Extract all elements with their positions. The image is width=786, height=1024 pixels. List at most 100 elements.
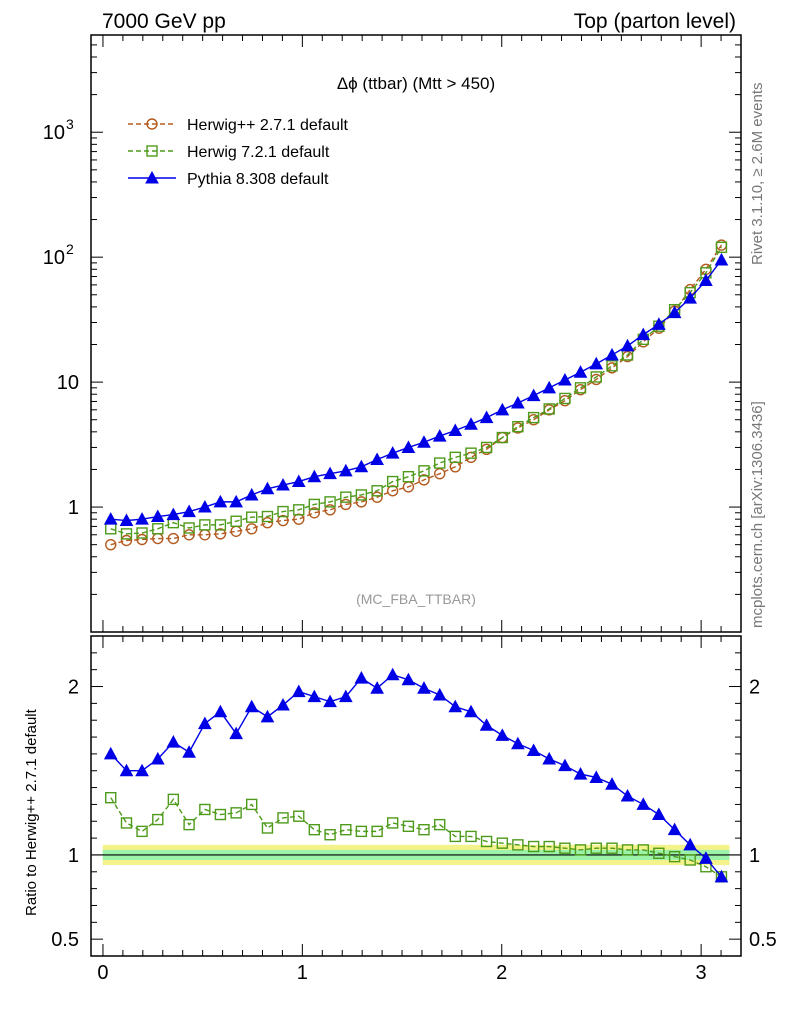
data-point xyxy=(308,507,321,519)
data-point xyxy=(291,684,306,698)
data-point xyxy=(261,510,274,523)
data-point xyxy=(620,338,635,352)
data-point xyxy=(150,509,165,523)
data-point xyxy=(246,523,258,535)
data-point xyxy=(479,718,494,731)
data-point xyxy=(542,751,557,765)
data-point xyxy=(558,372,572,386)
series-line xyxy=(110,673,722,878)
data-point xyxy=(150,751,165,765)
series-line xyxy=(110,246,723,535)
data-point xyxy=(371,491,383,503)
data-point xyxy=(324,496,336,508)
data-point xyxy=(276,698,290,711)
data-point xyxy=(246,511,258,523)
data-point xyxy=(230,515,242,527)
data-point xyxy=(606,360,618,372)
data-point xyxy=(166,507,181,521)
data-point xyxy=(573,767,588,780)
data-point xyxy=(261,516,274,529)
data-point xyxy=(370,681,384,694)
x-tick-label: 0 xyxy=(97,962,108,984)
data-point xyxy=(119,763,134,777)
data-point xyxy=(183,522,195,534)
header-left-label: 7000 GeV pp xyxy=(102,10,226,33)
data-point xyxy=(402,820,415,833)
data-point xyxy=(512,839,524,851)
data-point xyxy=(354,671,369,684)
data-point xyxy=(340,498,352,511)
data-point xyxy=(512,420,524,433)
data-point xyxy=(574,844,587,856)
y-tick-exponent: 3 xyxy=(66,116,74,132)
legend-marker xyxy=(145,170,159,184)
y-tick-label-right: 2 xyxy=(749,677,760,699)
data-point xyxy=(495,402,510,416)
data-point xyxy=(653,847,665,859)
data-point xyxy=(559,842,571,854)
data-point xyxy=(652,807,666,821)
data-point xyxy=(340,491,352,503)
data-point xyxy=(244,487,259,501)
data-point xyxy=(167,532,180,545)
data-point xyxy=(166,735,181,748)
y-tick-label: 0.5 xyxy=(51,929,79,951)
mcplots-side-label: mcplots.cern.ch [arXiv:1306.3436] xyxy=(749,401,766,628)
data-point xyxy=(246,798,258,811)
data-point xyxy=(323,466,337,480)
x-tick-label: 2 xyxy=(496,962,507,984)
main-frame xyxy=(90,34,742,633)
y-tick-label-right: 1 xyxy=(749,845,760,867)
y-tick-label: 2 xyxy=(68,677,79,699)
ratio-ylabel: Ratio to Herwig++ 2.7.1 default xyxy=(23,708,40,916)
data-point xyxy=(183,529,195,541)
y-tick-label: 1 xyxy=(68,497,79,519)
data-point xyxy=(214,808,227,821)
data-point xyxy=(636,797,651,810)
data-point xyxy=(308,498,321,511)
legend-label: Herwig++ 2.7.1 default xyxy=(187,117,349,134)
x-tick-label: 3 xyxy=(696,962,707,984)
data-point xyxy=(465,447,477,459)
data-point xyxy=(495,728,510,741)
data-point xyxy=(199,803,211,816)
series-0 xyxy=(105,791,728,883)
ratio-axis-ticks: 0.5 0.5 1 1 2 2 0 1 2 3 xyxy=(51,635,777,984)
legend-label: Pythia 8.308 default xyxy=(187,171,329,188)
data-point xyxy=(542,380,557,394)
series-1 xyxy=(105,241,728,540)
data-point xyxy=(307,469,322,483)
data-point xyxy=(307,689,322,703)
data-point xyxy=(527,411,540,424)
data-point xyxy=(417,681,431,694)
data-point xyxy=(291,474,306,488)
data-point xyxy=(418,474,430,486)
data-point xyxy=(324,829,336,841)
data-point xyxy=(714,869,729,883)
data-point xyxy=(684,854,696,866)
y-tick-label: 10 xyxy=(43,247,65,269)
ratio-frame xyxy=(90,635,742,957)
series-line xyxy=(110,797,722,878)
data-point xyxy=(230,807,242,819)
ratio-plot-content xyxy=(91,667,741,883)
data-point xyxy=(340,823,352,836)
y-tick-label-right: 0.5 xyxy=(749,929,777,951)
data-point xyxy=(260,709,275,723)
data-point xyxy=(323,694,337,708)
main-title: Δϕ (ttbar) (Mtt > 450) xyxy=(337,74,495,93)
data-point xyxy=(574,382,587,394)
data-point xyxy=(244,699,259,713)
data-point xyxy=(543,840,555,853)
data-point xyxy=(119,513,134,527)
data-point xyxy=(385,446,400,459)
data-point xyxy=(276,478,290,491)
data-point xyxy=(182,745,196,758)
data-point xyxy=(229,726,243,740)
data-point xyxy=(214,528,227,540)
data-point xyxy=(464,417,478,430)
data-point xyxy=(590,371,602,383)
data-point xyxy=(699,273,713,287)
